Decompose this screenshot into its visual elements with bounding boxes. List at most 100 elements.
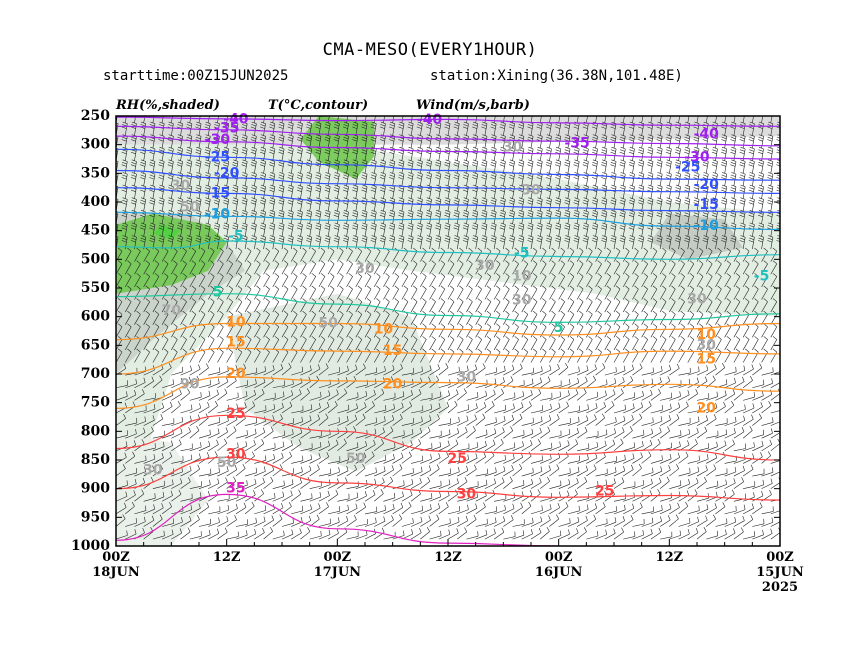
wind-barb-flag	[145, 285, 150, 290]
wind-barb	[207, 148, 211, 161]
wind-barb	[263, 301, 270, 313]
wind-barb-flag	[178, 112, 183, 114]
wind-barb	[309, 351, 316, 363]
wind-barb-flag	[311, 323, 316, 328]
wind-barb-flag	[177, 134, 183, 137]
wind-barb-flag	[260, 136, 266, 140]
wind-barb-flag	[223, 202, 229, 205]
wind-barb-flag	[367, 298, 372, 302]
wind-barb	[327, 161, 331, 174]
wind-barb	[161, 534, 174, 540]
wind-barb-flag	[150, 210, 156, 213]
wind-barb	[254, 263, 261, 275]
wind-barb-flag	[242, 146, 248, 150]
wind-barb-flag	[118, 310, 123, 315]
wind-barb-flag	[167, 214, 173, 218]
wind-barb-flag	[573, 177, 579, 180]
wind-barb-flag	[213, 139, 219, 142]
wind-barb	[337, 186, 340, 199]
wind-barb-flag	[173, 323, 178, 328]
wind-barb-flag	[298, 489, 302, 495]
wind-barb-flag	[142, 477, 146, 483]
wind-barb	[420, 276, 427, 288]
wind-barb	[475, 339, 482, 351]
wind-barb	[189, 446, 202, 452]
wind-barb	[143, 123, 147, 136]
wind-barb	[189, 508, 201, 515]
wind-barb-flag	[383, 516, 386, 522]
wind-barb-flag	[325, 413, 329, 419]
wind-barb	[226, 161, 230, 174]
wind-barb	[337, 148, 340, 161]
wind-barb-flag	[274, 310, 279, 315]
wind-barb-flag	[511, 464, 514, 470]
wind-barb-flag	[131, 225, 137, 228]
wind-barb-flag	[233, 197, 239, 200]
wind-barb-flag	[463, 159, 469, 162]
wind-barb-flag	[613, 478, 616, 484]
wind-barb-flag	[278, 136, 284, 140]
wind-barb-flag	[152, 465, 155, 471]
wind-barb-flag	[182, 348, 187, 353]
wind-barb-flag	[168, 112, 173, 114]
wind-barb-flag	[269, 164, 275, 167]
wind-barb-flag	[213, 202, 219, 205]
wind-barb-flag	[247, 323, 252, 328]
wind-barb-flag	[118, 247, 123, 252]
wind-barb	[447, 471, 460, 477]
wind-barb-flag	[473, 112, 478, 114]
wind-barb-flag	[583, 112, 588, 114]
wind-barb-flag	[242, 121, 248, 124]
wind-barb	[189, 263, 197, 275]
wind-barb-flag	[178, 489, 182, 495]
wind-barb	[309, 251, 316, 262]
wind-barb-flag	[122, 159, 128, 162]
wind-barb-flag	[113, 112, 118, 114]
wind-barb-flag	[546, 174, 552, 177]
wind-barb	[327, 482, 339, 489]
wind-barb-flag	[356, 403, 358, 409]
wind-barb-flag	[288, 136, 294, 140]
wind-barb-flag	[122, 237, 128, 240]
wind-barb-flag	[542, 323, 547, 328]
wind-barb-flag	[288, 146, 294, 150]
wind-barb	[263, 497, 276, 502]
wind-barb-flag	[302, 310, 307, 315]
wind-barb-flag	[265, 298, 270, 302]
wind-barb-flag	[315, 177, 321, 180]
wind-barb-flag	[182, 273, 187, 277]
wind-barb	[521, 455, 532, 464]
wind-barb-flag	[278, 225, 284, 228]
wind-barb-flag	[440, 530, 442, 536]
wind-barb	[420, 314, 427, 325]
wind-barb-flag	[205, 225, 210, 228]
wind-barb-flag	[555, 164, 561, 167]
wind-barb	[586, 314, 593, 325]
wind-barb-flag	[228, 298, 233, 302]
wind-barb-flag	[172, 479, 174, 485]
wind-barb-flag	[237, 336, 243, 340]
wind-barb-flag	[116, 198, 119, 200]
wind-barb	[171, 326, 178, 338]
wind-barb	[125, 506, 135, 515]
wind-barb-flag	[486, 323, 492, 328]
wind-barb-flag	[597, 348, 602, 353]
wind-barb	[604, 521, 617, 527]
wind-barb	[281, 148, 285, 161]
wind-barb-flag	[429, 504, 432, 510]
wind-barb-flag	[614, 428, 616, 434]
wind-barb	[613, 442, 624, 452]
wind-barb-flag	[141, 109, 146, 111]
wind-barb-flag	[343, 212, 349, 215]
wind-barb-flag	[447, 440, 450, 446]
wind-barb-flag	[260, 149, 266, 152]
wind-barb	[309, 435, 322, 439]
wind-barb	[152, 301, 160, 313]
wind-barb	[355, 495, 367, 502]
wind-barb	[162, 423, 174, 426]
wind-barb-flag	[214, 197, 220, 200]
wind-barb	[291, 393, 302, 401]
wind-barb	[512, 445, 524, 452]
wind-barb	[549, 407, 561, 414]
wind-barb-flag	[142, 527, 145, 533]
